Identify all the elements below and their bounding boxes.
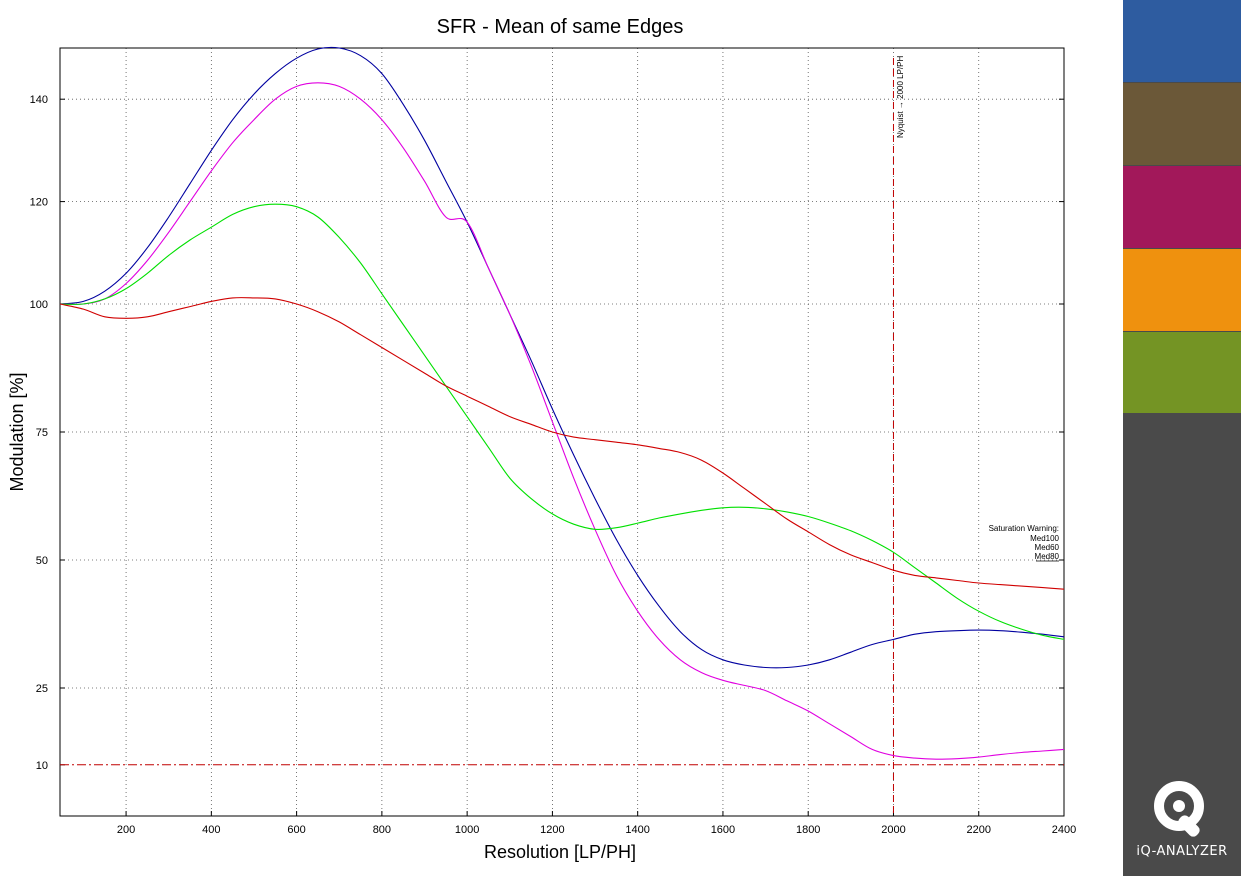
series-line-4	[59, 297, 1065, 590]
saturation-warning-item: Med80	[1035, 552, 1060, 561]
nyquist-label: Nyquist → 2000 LP/PH	[896, 56, 905, 138]
y-tick-label: 25	[36, 683, 48, 695]
saturation-warning-item: Med100	[1030, 534, 1059, 543]
x-tick-label: 1000	[455, 824, 479, 836]
x-tick-label: 1800	[796, 824, 820, 836]
saturation-warning-title: Saturation Warning:	[989, 524, 1059, 533]
y-tick-label: 100	[30, 299, 48, 311]
x-tick-label: 400	[202, 824, 220, 836]
color-swatch-magenta	[1123, 166, 1241, 248]
y-tick-label: 120	[30, 197, 48, 209]
grid-layer	[60, 48, 1064, 816]
iq-analyzer-logo: iQ-ANALYZER	[1123, 770, 1241, 870]
iq-logo-icon	[1154, 781, 1204, 837]
x-tick-label: 2400	[1052, 824, 1076, 836]
reference-lines	[60, 58, 1064, 816]
saturation-warning: Saturation Warning: Med100 Med60 Med80	[989, 524, 1060, 562]
x-axis-label: Resolution [LP/PH]	[484, 842, 636, 862]
sfr-chart: SFR - Mean of same Edges 200 400 600 800 100…	[7, 16, 1077, 862]
x-tick-label: 1200	[540, 824, 564, 836]
chart-area: SFR - Mean of same Edges 200 400 600 800 100…	[7, 16, 1077, 862]
series-line-3	[59, 203, 1065, 640]
color-swatch-brown	[1123, 83, 1241, 165]
y-axis-label: Modulation [%]	[7, 372, 27, 491]
tick-layer: 200 400 600 800 1000 1200 1400 1600 1800 2000 2200…	[30, 94, 1077, 836]
y-tick-label: 50	[36, 555, 48, 567]
y-tick-label: 140	[30, 94, 48, 106]
series-line-2	[59, 82, 1065, 760]
x-tick-label: 1600	[711, 824, 735, 836]
color-swatch-blue	[1123, 0, 1241, 82]
plot-frame	[59, 47, 1065, 817]
y-tick-label: 10	[36, 760, 48, 772]
series-layer	[59, 46, 1065, 760]
color-swatch-orange	[1123, 249, 1241, 331]
x-tick-label: 200	[117, 824, 135, 836]
color-swatch-green	[1123, 332, 1241, 413]
chart-title: SFR - Mean of same Edges	[437, 16, 684, 38]
x-tick-label: 2000	[881, 824, 905, 836]
x-tick-label: 600	[287, 824, 305, 836]
series-line-1	[59, 46, 1065, 669]
saturation-warning-item: Med60	[1035, 543, 1060, 552]
x-tick-label: 800	[373, 824, 391, 836]
x-tick-label: 2200	[966, 824, 990, 836]
logo-text: iQ-ANALYZER	[1136, 844, 1228, 859]
y-tick-label: 75	[36, 427, 48, 439]
side-panel: iQ-ANALYZER	[1123, 0, 1241, 876]
x-tick-label: 1400	[625, 824, 649, 836]
